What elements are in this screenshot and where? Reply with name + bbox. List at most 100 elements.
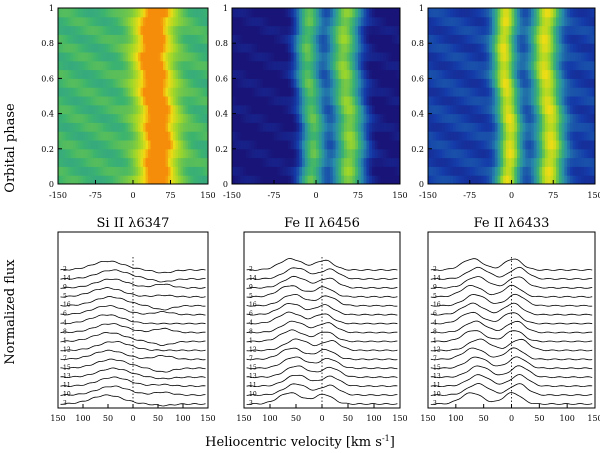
heatmap-cell — [110, 43, 114, 53]
heatmap-cell — [123, 140, 126, 150]
heatmap-cell — [307, 60, 311, 71]
heatmap-cell — [95, 140, 99, 150]
heatmap-cell — [380, 60, 384, 71]
heatmap-cell — [243, 175, 247, 185]
heatmap-cell — [123, 43, 126, 53]
heatmap-cell — [489, 148, 493, 159]
heatmap-cell — [391, 113, 395, 123]
heatmap-cell — [251, 8, 255, 18]
heatmap-cell — [344, 157, 348, 167]
profile-spectrum-1 — [430, 330, 593, 343]
heatmap-cell — [341, 25, 345, 35]
heatmap-cell — [380, 96, 384, 106]
heatmap-cell — [511, 140, 515, 150]
heatmap-cell — [248, 78, 253, 88]
heatmap-cell — [433, 122, 437, 132]
heatmap-cell — [160, 104, 164, 115]
heatmap-cell — [472, 78, 476, 88]
x-tick-label: 150 — [392, 414, 407, 423]
heatmap-cell — [282, 131, 286, 141]
heatmap-cell — [70, 60, 74, 71]
heatmap-cell — [377, 104, 381, 115]
heatmap-cell — [572, 140, 577, 150]
heatmap-cell — [60, 166, 64, 176]
heatmap-cell — [369, 96, 373, 106]
heatmap-cell — [180, 175, 184, 185]
heatmap-cell — [302, 52, 306, 62]
heatmap-cell — [444, 52, 448, 62]
heatmap-cell — [486, 25, 490, 35]
heatmap-cell — [522, 69, 526, 79]
heatmap-cell — [332, 157, 337, 167]
heatmap-cell — [519, 96, 524, 106]
heatmap-cell — [383, 166, 387, 176]
heatmap-cell — [65, 43, 69, 53]
heatmap-cell — [60, 148, 64, 159]
heatmap-cell — [321, 140, 325, 150]
heatmap-cell — [447, 8, 451, 18]
heatmap-cell — [232, 131, 236, 141]
heatmap-cell — [341, 122, 345, 132]
profile-spectrum-12 — [246, 338, 398, 352]
heatmap-cell — [251, 16, 255, 27]
heatmap-cell — [436, 104, 440, 115]
heatmap-cell — [581, 69, 585, 79]
heatmap-cell — [246, 131, 250, 141]
heatmap-cell — [232, 166, 236, 176]
heatmap-cell — [436, 25, 440, 35]
heatmap-cell — [469, 34, 474, 44]
heatmap-cell — [170, 166, 174, 176]
heatmap-cell — [377, 78, 381, 88]
heatmap-cell — [113, 78, 116, 88]
heatmap-cell — [140, 78, 144, 88]
heatmap-cell — [586, 43, 590, 53]
heatmap-cell — [205, 25, 209, 35]
heatmap-cell — [511, 131, 515, 141]
heatmap-cell — [135, 104, 139, 115]
heatmap-cell — [240, 157, 244, 167]
heatmap-cell — [511, 113, 515, 123]
heatmap-cell — [130, 16, 134, 27]
heatmap-cell — [140, 69, 144, 79]
heatmap-cell — [198, 96, 201, 106]
heatmap-cell — [158, 131, 161, 141]
y-tick-label: 0.4 — [41, 110, 54, 119]
heatmap-cell — [318, 69, 323, 79]
heatmap-cell — [464, 34, 468, 44]
heatmap-cell — [103, 8, 106, 18]
heatmap-cell — [260, 175, 264, 185]
heatmap-cell — [386, 78, 390, 88]
heatmap-cell — [561, 25, 565, 35]
heatmap-cell — [237, 104, 241, 115]
heatmap-cell — [489, 8, 493, 18]
heatmap-cell — [358, 113, 362, 123]
heatmap-cell — [153, 157, 156, 167]
heatmap-cell — [190, 104, 194, 115]
heatmap-cell — [444, 78, 448, 88]
heatmap-cell — [586, 16, 590, 27]
heatmap-cell — [193, 25, 196, 35]
heatmap-cell — [105, 175, 109, 185]
heatmap-cell — [550, 140, 554, 150]
heatmap-cell — [288, 131, 292, 141]
heatmap-cell — [377, 8, 381, 18]
heatmap-cell — [243, 8, 247, 18]
heatmap-cell — [439, 96, 443, 106]
heatmap-cell — [458, 113, 462, 123]
heatmap-cell — [461, 148, 465, 159]
heatmap-cell — [511, 122, 515, 132]
heatmap-cell — [480, 166, 485, 176]
heatmap-cell — [536, 60, 540, 71]
heatmap-cell — [205, 69, 209, 79]
heatmap-cell — [519, 52, 524, 62]
heatmap-cell — [455, 25, 460, 35]
heatmap-cell — [327, 52, 331, 62]
heatmap-cell — [143, 78, 146, 88]
heatmap-cell — [536, 52, 540, 62]
heatmap-cell — [511, 43, 515, 53]
profile-spectrum-16 — [430, 293, 593, 307]
heatmap-cell — [472, 175, 476, 185]
heatmap-cell — [483, 25, 487, 35]
heatmap-cell — [355, 25, 359, 35]
heatmap-cell — [60, 96, 64, 106]
